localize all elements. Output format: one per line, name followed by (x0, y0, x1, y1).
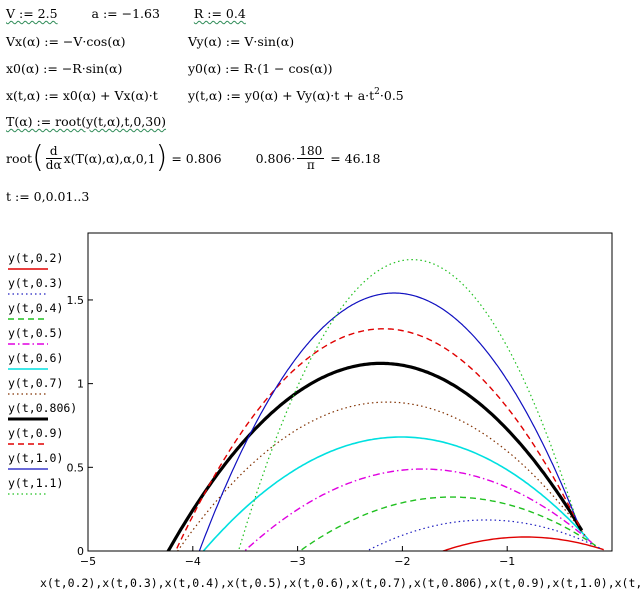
root-body: x(T(α),α),α,0,1 (63, 150, 156, 166)
conversion-denominator: π (306, 157, 315, 172)
left-paren: ( (32, 140, 44, 175)
legend-label-0_5: y(t,0.5) (8, 326, 63, 340)
y-tick-label: 0 (77, 545, 84, 558)
right-paren: ) (155, 140, 168, 175)
worksheet-row-constants: V := 2.5 a := −1.63 R := 0.4 (6, 6, 246, 21)
plot-area[interactable] (152, 258, 604, 585)
root-function-name: root (6, 150, 33, 166)
derivative-denominator: dα (45, 157, 62, 172)
legend-label-0_3: y(t,0.3) (8, 276, 63, 290)
t-definition[interactable]: T(α) := root(y(t,α),t,0,30) (6, 114, 166, 129)
y-tick-label: 1 (77, 378, 84, 391)
x-tick-label: −2 (394, 555, 410, 568)
series-line-0_3 (365, 519, 600, 551)
series-line-0_5 (243, 468, 593, 551)
vy-definition[interactable]: Vy(α) := V·sin(α) (188, 34, 295, 49)
legend-label-0_4: y(t,0.4) (8, 301, 63, 315)
trajectory-chart[interactable]: y(t,0.2) y(t,0.3) y(t,0.4) y(t,0.5) y(t,0.6)… (0, 225, 640, 596)
chart-axes: −5 −4 −3 −2 −1 0 0.5 1 1.5 (67, 232, 613, 568)
root-evaluation[interactable]: root ( d dα x(T(α),α),α,0,1 ) = 0.806 0.… (6, 138, 380, 178)
series-line-1_1 (237, 258, 576, 551)
root-result: = 0.806 (171, 150, 222, 166)
vx-definition[interactable]: Vx(α) := −V·cos(α) (6, 34, 126, 49)
x-definition[interactable]: x(t,α) := x0(α) + Vx(α)·t (6, 88, 158, 103)
conversion-result: = 46.18 (330, 150, 381, 166)
legend-label-1_1: y(t,1.1) (8, 476, 63, 490)
legend-label-1: y(t,1.0) (8, 451, 63, 465)
legend-label-0_9: y(t,0.9) (8, 426, 63, 440)
chart-legend: y(t,0.2) y(t,0.3) y(t,0.4) y(t,0.5) y(t,0.6)… (8, 251, 77, 495)
series-line-0_7 (176, 401, 586, 551)
y-definition-main: y(t,α) := y0(α) + Vy(α)·t + a·t (188, 88, 375, 103)
derivative-operator: d dα (45, 144, 62, 172)
series-line-0_6 (202, 436, 589, 551)
legend-label-0_6: y(t,0.6) (8, 351, 63, 365)
r-definition[interactable]: R := 0.4 (193, 6, 246, 21)
x0-definition[interactable]: x0(α) := −R·sin(α) (6, 61, 123, 76)
v-definition[interactable]: V := 2.5 (6, 6, 58, 21)
legend-label-0_2: y(t,0.2) (8, 251, 63, 265)
a-definition[interactable]: a := −1.63 (91, 6, 160, 21)
x-tick-label: −1 (499, 555, 515, 568)
series-line-0_4 (298, 496, 597, 551)
y-definition-tail: ·0.5 (379, 88, 404, 103)
x-axis-label: x(t,0.2),x(t,0.3),x(t,0.4),x(t,0.5),x(t,… (40, 576, 640, 590)
y-tick-label: 1.5 (67, 294, 85, 307)
legend-label-0_806: y(t,0.806) (8, 401, 77, 415)
x-tick-label: −5 (80, 555, 96, 568)
series-line-0_806 (166, 361, 584, 551)
conversion-fraction: 180 π (297, 143, 325, 172)
plot-frame (87, 232, 613, 552)
series-line-0_2 (440, 536, 604, 551)
series-line-0_9 (174, 328, 580, 551)
y0-definition[interactable]: y0(α) := R·(1 − cos(α)) (188, 61, 333, 76)
y-tick-label: 0.5 (67, 461, 85, 474)
y-definition[interactable]: y(t,α) := y0(α) + Vy(α)·t + a·t2·0.5 (188, 87, 404, 103)
derivative-numerator: d (45, 144, 62, 159)
conversion-numerator: 180 (297, 143, 325, 159)
y-definition-exponent: 2 (374, 87, 380, 97)
legend-label-0_7: y(t,0.7) (8, 376, 63, 390)
series-line-1 (198, 292, 578, 551)
x-tick-label: −4 (185, 555, 201, 568)
x-tick-label: −3 (289, 555, 305, 568)
conversion-prefix: 0.806· (255, 150, 296, 166)
t-definition-text: T(α) := root(y(t,α),t,0,30) (6, 114, 167, 129)
range-definition[interactable]: t := 0,0.01..3 (6, 189, 90, 204)
